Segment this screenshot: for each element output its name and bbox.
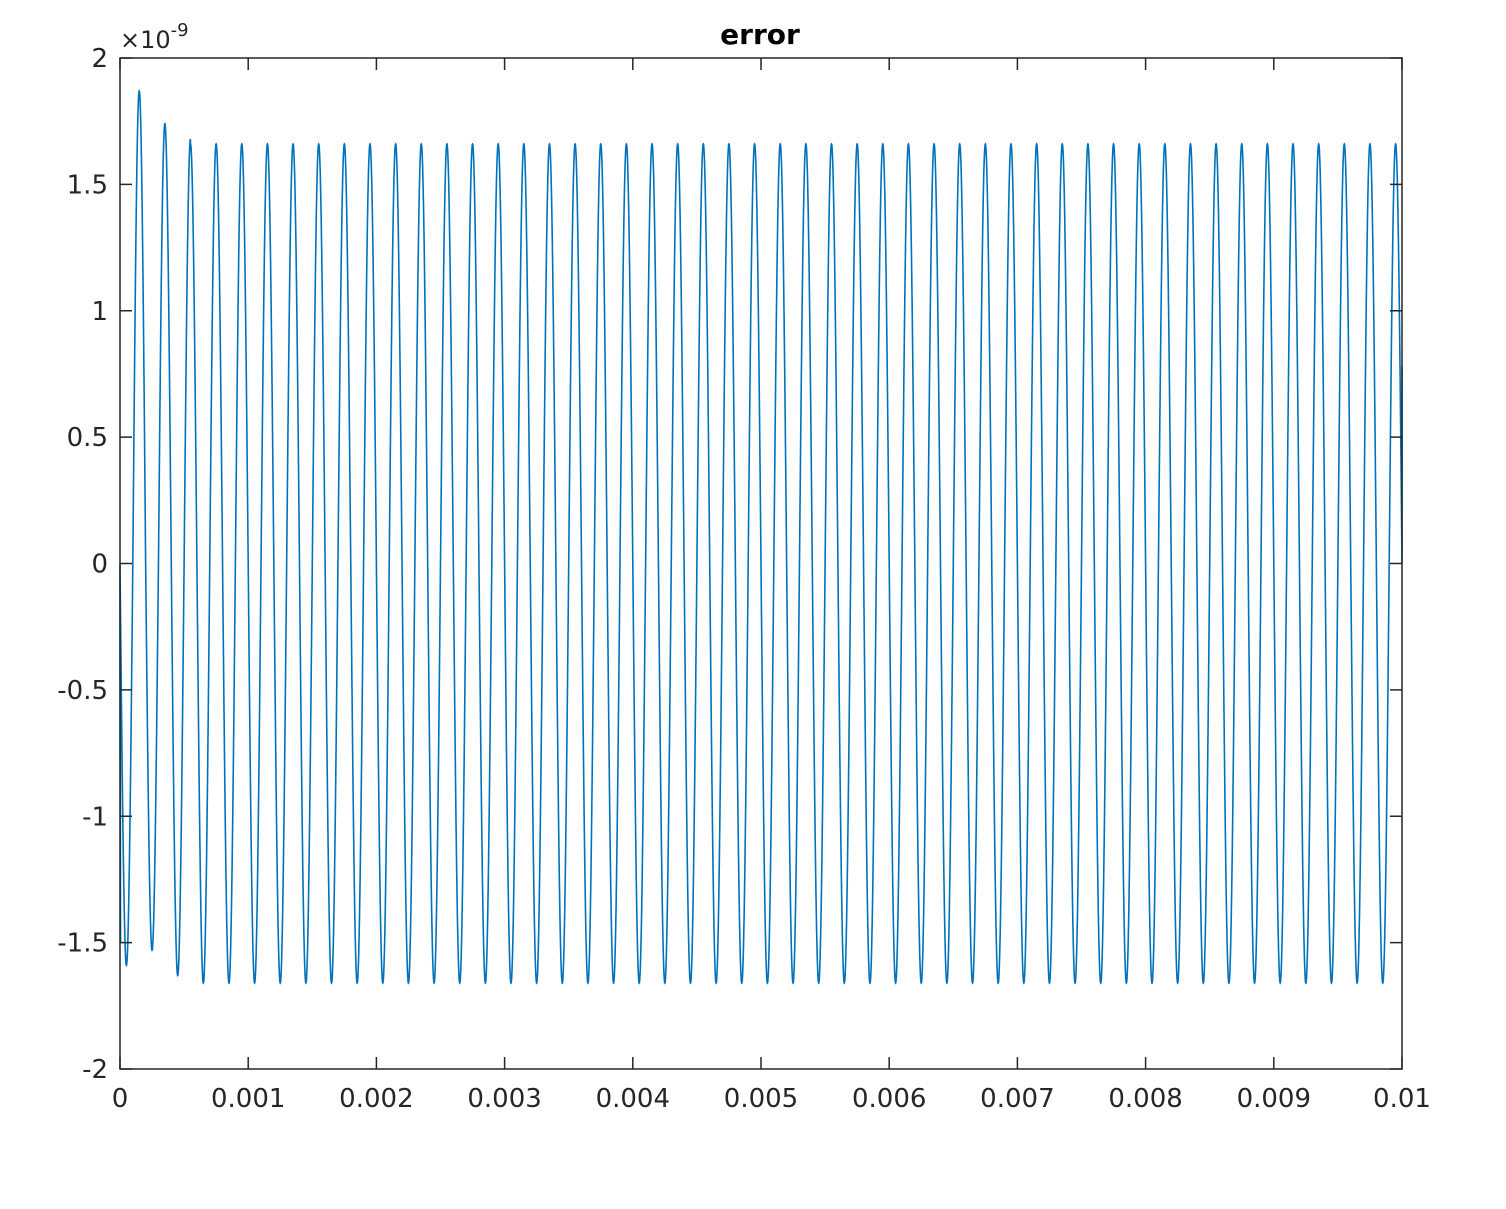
y-exponent-base: ×10 [120,26,171,54]
x-tick-label: 0.007 [980,1084,1054,1114]
x-tick-label: 0.001 [211,1084,285,1114]
labels-group: 0 0.001 0.002 0.003 0.004 0.005 0.006 0.007 0.00… [57,44,1431,1114]
chart-title: error [720,18,800,51]
y-exponent-label: ×10-9 [120,20,189,54]
x-tick-label: 0.01 [1373,1084,1431,1114]
y-tick-label: -1 [82,802,108,832]
y-tick-label: 0 [91,550,108,580]
x-tick-label: 0.003 [467,1084,541,1114]
y-exponent-power: -9 [171,20,189,41]
x-tick-label: 0.005 [724,1084,798,1114]
x-tick-label: 0.004 [596,1084,670,1114]
series-group [119,89,1403,985]
y-tick-label: 1.5 [67,170,108,200]
y-tick-label: 1 [91,297,108,327]
axes-box [119,57,1403,1070]
y-tick-label: -2 [82,1055,108,1085]
y-tick-label: -1.5 [57,929,108,959]
x-tick-label: 0.006 [852,1084,926,1114]
y-tick-label: -0.5 [57,676,108,706]
x-tick-label: 0 [112,1084,129,1114]
series-line [119,89,1403,985]
y-tick-label: 2 [91,44,108,74]
x-tick-label: 0.008 [1108,1084,1182,1114]
y-tick-label: 0.5 [67,423,108,453]
x-tick-label: 0.002 [339,1084,413,1114]
x-tick-label: 0.009 [1237,1084,1311,1114]
